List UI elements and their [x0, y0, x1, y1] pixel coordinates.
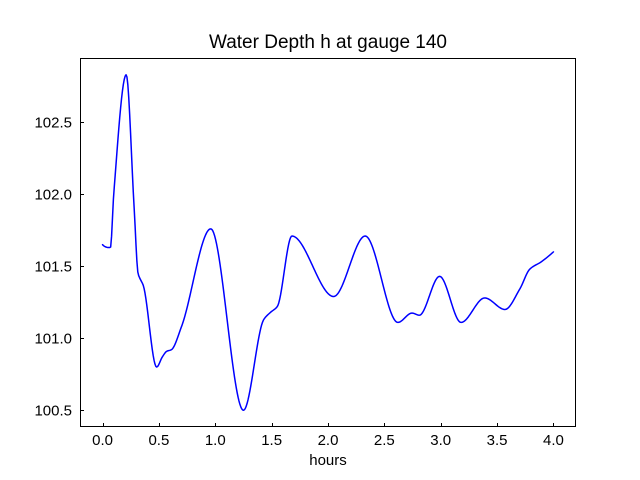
svg-text:1.0: 1.0	[205, 432, 226, 449]
svg-text:102.5: 102.5	[34, 114, 72, 131]
svg-text:Water Depth h at gauge 140: Water Depth h at gauge 140	[209, 32, 447, 53]
svg-text:3.5: 3.5	[487, 432, 508, 449]
svg-text:hours: hours	[309, 452, 347, 469]
svg-text:0.0: 0.0	[92, 432, 113, 449]
svg-text:2.0: 2.0	[318, 432, 339, 449]
svg-text:1.5: 1.5	[261, 432, 282, 449]
svg-text:101.5: 101.5	[34, 258, 72, 275]
svg-text:101.0: 101.0	[34, 330, 72, 347]
svg-text:102.0: 102.0	[34, 186, 72, 203]
svg-text:3.0: 3.0	[430, 432, 451, 449]
svg-text:100.5: 100.5	[34, 402, 72, 419]
svg-text:0.5: 0.5	[148, 432, 169, 449]
svg-text:2.5: 2.5	[374, 432, 395, 449]
svg-text:4.0: 4.0	[543, 432, 564, 449]
